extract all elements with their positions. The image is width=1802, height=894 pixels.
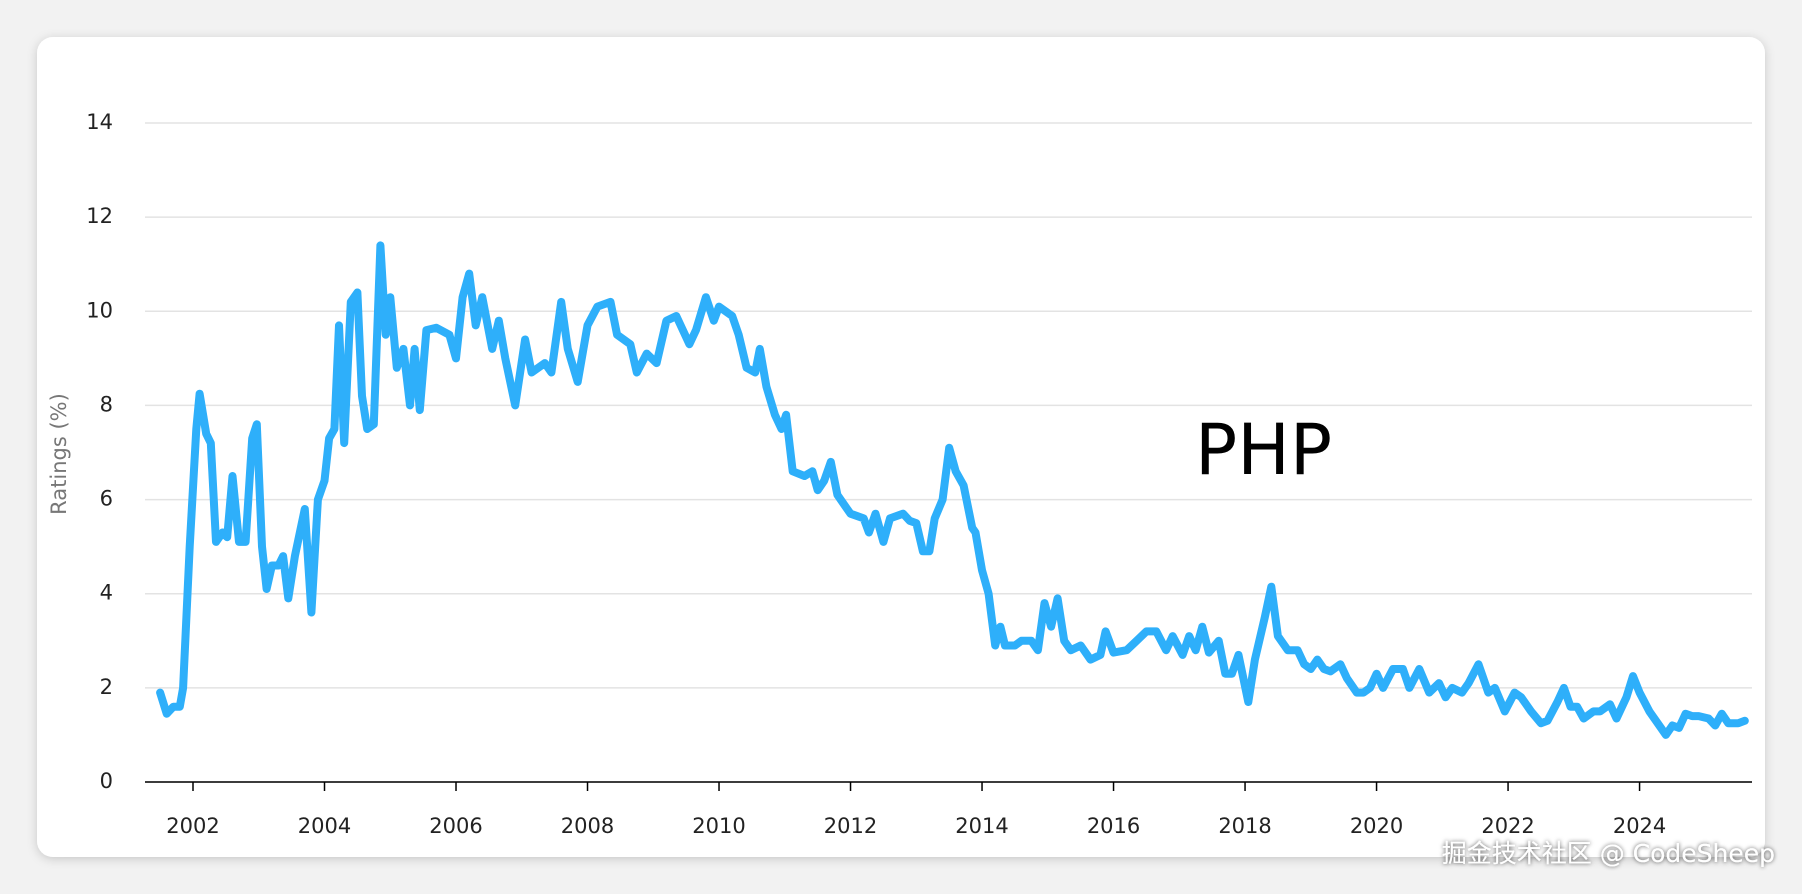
- data-line: [156, 241, 1749, 739]
- watermark: 掘金技术社区 @ CodeSheep: [1442, 839, 1775, 868]
- x-tick-label: 2022: [1481, 814, 1534, 838]
- x-tick-label: 2016: [1087, 814, 1140, 838]
- x-tick-label: 2010: [692, 814, 745, 838]
- y-tick-label: 14: [86, 110, 113, 134]
- y-tick-label: 12: [86, 204, 113, 228]
- x-tick-label: 2004: [298, 814, 351, 838]
- x-tick-label: 2012: [824, 814, 877, 838]
- y-tick-label: 2: [100, 675, 113, 699]
- x-tick-label: 2006: [429, 814, 482, 838]
- x-tick-label: 2014: [955, 814, 1008, 838]
- y-axis-label: Ratings (%): [47, 393, 71, 515]
- annotation: PHP: [1195, 409, 1332, 491]
- y-tick-label: 6: [100, 487, 113, 511]
- x-tick-label: 2008: [561, 814, 614, 838]
- y-tick-label: 10: [86, 298, 113, 322]
- x-tick-label: 2020: [1350, 814, 1403, 838]
- y-tick-label: 8: [100, 392, 113, 416]
- x-tick-label: 2018: [1218, 814, 1271, 838]
- card: [37, 37, 1765, 857]
- y-tick-label: 4: [100, 581, 113, 605]
- x-tick-label: 2024: [1613, 814, 1666, 838]
- y-tick-label: 0: [100, 769, 113, 793]
- x-tick-label: 2002: [166, 814, 219, 838]
